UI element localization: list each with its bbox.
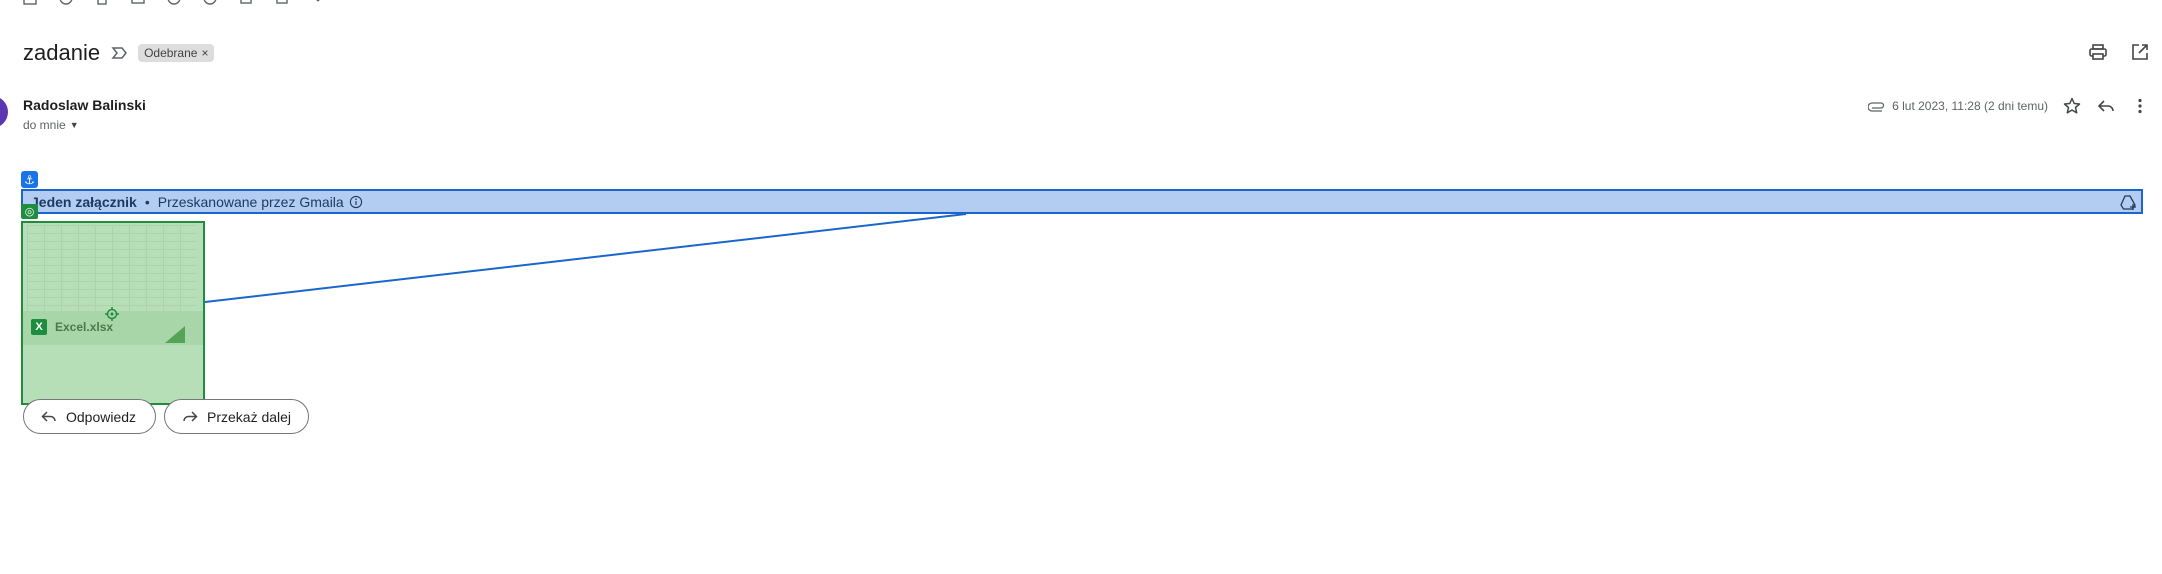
reply-icon[interactable] bbox=[2096, 96, 2116, 116]
date-text: 6 lut 2023, 11:28 (2 dni temu) bbox=[1892, 99, 2048, 113]
email-subject: zadanie bbox=[23, 40, 101, 65]
scan-note: Przeskanowane przez Gmaila bbox=[157, 193, 344, 210]
inbox-label-chip: Odebrane × bbox=[138, 44, 215, 62]
move-to-icon[interactable] bbox=[238, 0, 254, 6]
add-to-drive-icon[interactable] bbox=[2119, 193, 2137, 211]
sender-name[interactable]: Radoslaw Balinski bbox=[23, 97, 146, 113]
attachment-clip-icon bbox=[1868, 100, 1886, 112]
anchor-icon: ⚓ bbox=[21, 171, 38, 188]
message-meta: 6 lut 2023, 11:28 (2 dni temu) bbox=[1868, 96, 2150, 116]
add-task-icon[interactable] bbox=[202, 0, 218, 6]
report-spam-icon[interactable] bbox=[58, 0, 74, 6]
reply-arrow-icon bbox=[40, 408, 58, 426]
forward-arrow-icon bbox=[181, 408, 199, 426]
important-marker-icon[interactable] bbox=[110, 44, 128, 62]
star-icon[interactable] bbox=[2062, 96, 2082, 116]
forward-button-label: Przekaż dalej bbox=[207, 408, 292, 425]
chevron-down-icon: ▼ bbox=[69, 120, 79, 130]
recipient-text: do mnie bbox=[23, 118, 66, 132]
open-in-new-window-icon[interactable] bbox=[2130, 42, 2150, 62]
message-date: 6 lut 2023, 11:28 (2 dni temu) bbox=[1868, 99, 2048, 113]
attachment-tile[interactable]: X Excel.xlsx bbox=[21, 221, 205, 405]
info-icon[interactable] bbox=[349, 195, 363, 209]
label-chip-text: Odebrane bbox=[144, 46, 198, 60]
attachment-file-name: Excel.xlsx bbox=[55, 320, 114, 334]
mark-unread-icon[interactable] bbox=[130, 0, 146, 6]
attachments-separator: • bbox=[144, 193, 150, 210]
header-actions bbox=[2088, 42, 2150, 62]
excel-file-icon: X bbox=[31, 319, 47, 335]
reply-button-label: Odpowiedz bbox=[66, 408, 137, 425]
remove-label-button[interactable]: × bbox=[201, 46, 209, 60]
spreadsheet-preview bbox=[27, 225, 197, 315]
forward-button[interactable]: Przekaż dalej bbox=[164, 399, 309, 434]
tile-marker-icon: ◎ bbox=[21, 204, 38, 219]
sender-avatar[interactable] bbox=[0, 96, 8, 128]
attachments-count: Jeden załącznik bbox=[31, 193, 137, 210]
message-toolbar bbox=[22, 0, 326, 6]
page-fold-icon bbox=[165, 326, 185, 343]
print-icon[interactable] bbox=[2088, 42, 2108, 62]
more-icon[interactable] bbox=[310, 0, 326, 6]
attachments-header: Jeden załącznik • Przeskanowane przez Gm… bbox=[21, 189, 2143, 214]
snooze-icon[interactable] bbox=[166, 0, 182, 6]
label-icon[interactable] bbox=[274, 0, 290, 6]
archive-icon[interactable] bbox=[22, 0, 38, 6]
delete-icon[interactable] bbox=[94, 0, 110, 6]
more-vert-icon[interactable] bbox=[2130, 96, 2150, 116]
recipient-details-toggle[interactable]: do mnie ▼ bbox=[23, 118, 79, 132]
crosshair-icon bbox=[105, 307, 119, 321]
subject-row: zadanie Odebrane × bbox=[23, 40, 215, 66]
reply-button[interactable]: Odpowiedz bbox=[23, 399, 156, 434]
